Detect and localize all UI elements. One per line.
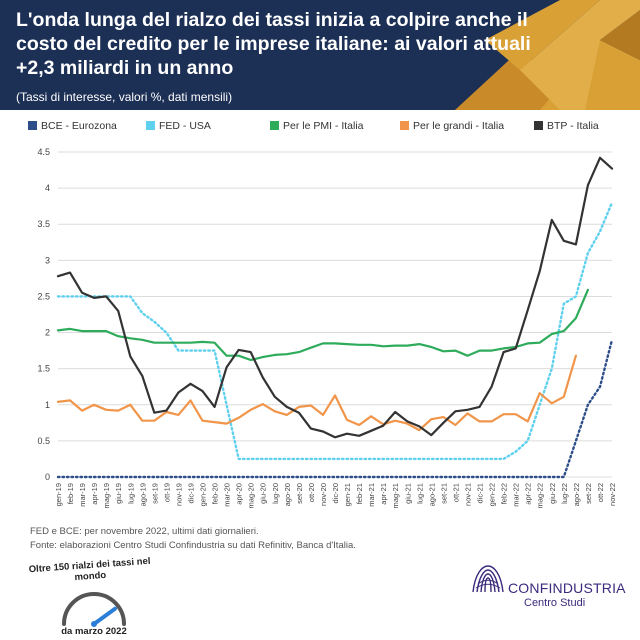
x-tick-label: gen-21 bbox=[343, 483, 352, 506]
x-tick-label: lug-19 bbox=[126, 483, 135, 504]
x-tick-label: giu-21 bbox=[403, 483, 412, 504]
gauge-caption-top: Oltre 150 rialzi dei tassi nel mondo bbox=[28, 555, 151, 584]
x-tick-label: gen-22 bbox=[488, 483, 497, 506]
y-tick-label: 2 bbox=[45, 328, 50, 338]
x-tick-label: mag-22 bbox=[536, 483, 545, 508]
x-tick-label: ott-19 bbox=[162, 483, 171, 502]
x-tick-label: nov-20 bbox=[319, 483, 328, 506]
x-tick-label: nov-19 bbox=[174, 483, 183, 506]
x-tick-label: apr-20 bbox=[235, 483, 244, 505]
y-axis: 0 0.5 1 1.5 2 2.5 3 3.5 4 4.5 bbox=[37, 147, 50, 482]
legend-label: BTP - Italia bbox=[547, 120, 599, 132]
legend-label: Per le grandi - Italia bbox=[413, 120, 504, 132]
y-tick-label: 1.5 bbox=[37, 364, 50, 374]
line-chart: BCE - Eurozona FED - USA Per le PMI - Ital… bbox=[28, 120, 617, 508]
x-tick-label: mar-21 bbox=[367, 483, 376, 507]
x-tick-label: ott-20 bbox=[307, 483, 316, 502]
x-tick-label: set-19 bbox=[150, 483, 159, 504]
legend-marker bbox=[400, 121, 409, 130]
x-tick-label: gen-20 bbox=[199, 483, 208, 506]
legend-label: Per le PMI - Italia bbox=[283, 120, 364, 132]
speedometer-gauge bbox=[62, 592, 126, 627]
y-tick-label: 0 bbox=[45, 472, 50, 482]
chart-title: L'onda lunga del rialzo dei tassi inizia… bbox=[16, 9, 531, 79]
y-tick-label: 0.5 bbox=[37, 436, 50, 446]
x-tick-label: apr-22 bbox=[524, 483, 533, 505]
legend-marker bbox=[534, 121, 543, 130]
x-axis: gen-19 feb-19 mar-19 apr-19 mag-19 giu-19 lug-… bbox=[54, 483, 617, 508]
x-tick-label: apr-21 bbox=[379, 483, 388, 505]
x-tick-label: set-22 bbox=[584, 483, 593, 504]
footnote-fed-bce: FED e BCE: per novembre 2022, ultimi dat… bbox=[30, 526, 259, 537]
series-line-4 bbox=[56, 156, 614, 439]
x-tick-label: nov-22 bbox=[608, 483, 617, 506]
series-line-0 bbox=[56, 338, 614, 479]
x-tick-label: mag-21 bbox=[391, 483, 400, 508]
y-tick-label: 1 bbox=[45, 400, 50, 410]
x-tick-label: ago-22 bbox=[572, 483, 581, 506]
header-banner: L'onda lunga del rialzo dei tassi inizia… bbox=[0, 0, 640, 110]
gauge-arc bbox=[62, 592, 126, 626]
x-tick-label: feb-20 bbox=[211, 483, 220, 504]
x-tick-label: mag-20 bbox=[247, 483, 256, 508]
chart-series bbox=[56, 156, 614, 479]
x-tick-label: lug-20 bbox=[271, 483, 280, 504]
x-tick-label: apr-19 bbox=[90, 483, 99, 505]
x-tick-label: giu-20 bbox=[259, 483, 268, 504]
x-tick-label: giu-22 bbox=[548, 483, 557, 504]
x-tick-label: mar-19 bbox=[78, 483, 87, 507]
x-tick-label: ago-19 bbox=[138, 483, 147, 506]
x-tick-label: dic-20 bbox=[331, 483, 340, 503]
header-decoration bbox=[455, 0, 640, 110]
gauge-needle bbox=[92, 606, 117, 626]
y-tick-label: 3 bbox=[45, 255, 50, 265]
x-tick-label: ago-20 bbox=[283, 483, 292, 506]
footnote-source: Fonte: elaborazioni Centro Studi Confind… bbox=[30, 540, 356, 551]
y-tick-label: 4 bbox=[45, 183, 50, 193]
chart-subtitle: (Tassi di interesse, valori %, dati mens… bbox=[16, 90, 233, 104]
x-tick-label: gen-19 bbox=[54, 483, 63, 506]
series-line-2 bbox=[56, 288, 590, 362]
x-tick-label: ott-22 bbox=[596, 483, 605, 502]
x-tick-label: feb-21 bbox=[355, 483, 364, 504]
gauge-hub bbox=[91, 621, 97, 627]
gauge-caption-bottom: da marzo 2022 bbox=[61, 626, 127, 637]
x-tick-label: nov-21 bbox=[463, 483, 472, 506]
x-tick-label: ott-21 bbox=[451, 483, 460, 502]
confindustria-logo-icon bbox=[472, 565, 504, 593]
x-tick-label: mar-22 bbox=[512, 483, 521, 507]
x-tick-label: giu-19 bbox=[114, 483, 123, 504]
chart-grid bbox=[58, 151, 612, 478]
x-tick-label: mag-19 bbox=[102, 483, 111, 508]
x-tick-label: feb-19 bbox=[66, 483, 75, 504]
chart-legend: BCE - Eurozona FED - USA Per le PMI - Ital… bbox=[28, 120, 599, 132]
x-tick-label: set-20 bbox=[295, 483, 304, 504]
x-tick-label: set-21 bbox=[439, 483, 448, 504]
x-tick-label: mar-20 bbox=[223, 483, 232, 507]
y-tick-label: 2.5 bbox=[37, 291, 50, 301]
legend-marker bbox=[270, 121, 279, 130]
legend-marker bbox=[28, 121, 37, 130]
x-tick-label: feb-22 bbox=[500, 483, 509, 504]
logo-subtitle: Centro Studi bbox=[524, 597, 586, 609]
series-line-1 bbox=[56, 201, 614, 461]
series-line-3 bbox=[56, 354, 578, 432]
legend-marker bbox=[146, 121, 155, 130]
y-tick-label: 3.5 bbox=[37, 219, 50, 229]
x-tick-label: dic-19 bbox=[186, 483, 195, 503]
legend-label: BCE - Eurozona bbox=[41, 120, 117, 132]
legend-label: FED - USA bbox=[159, 120, 211, 132]
x-tick-label: lug-22 bbox=[560, 483, 569, 504]
x-tick-label: lug-21 bbox=[415, 483, 424, 504]
x-tick-label: ago-21 bbox=[427, 483, 436, 506]
x-tick-label: dic-21 bbox=[476, 483, 485, 503]
logo-name: CONFINDUSTRIA bbox=[508, 580, 626, 596]
y-tick-label: 4.5 bbox=[37, 147, 50, 157]
